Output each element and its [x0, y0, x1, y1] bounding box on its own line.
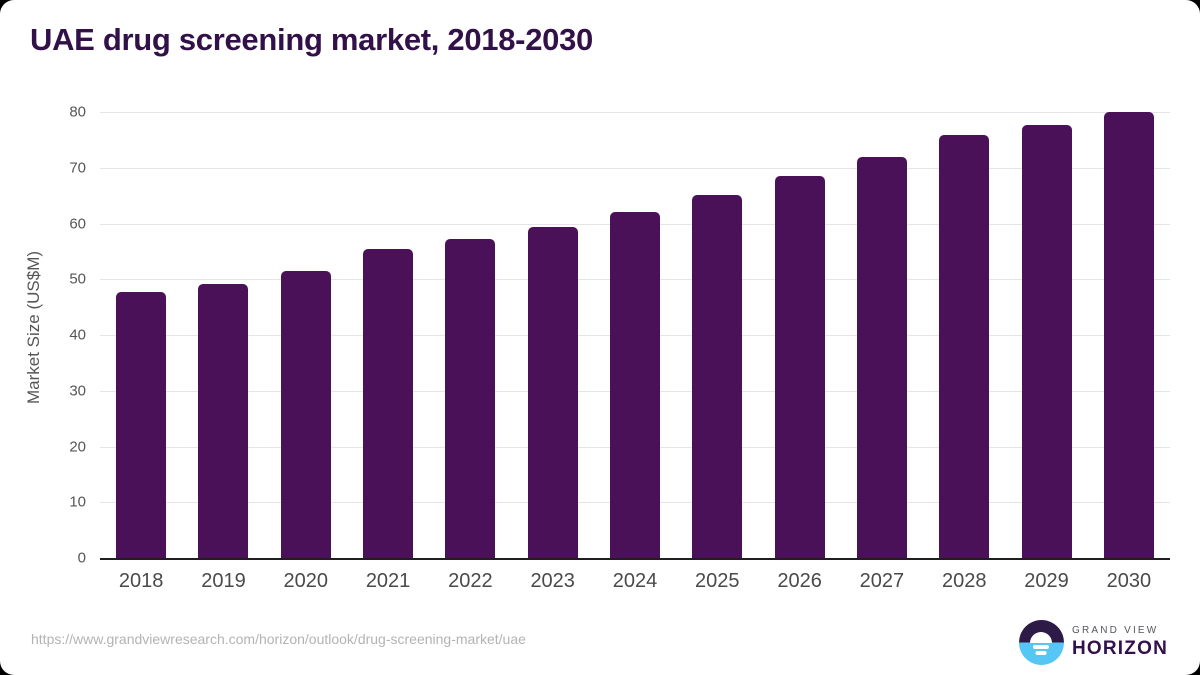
x-tick-label-2028: 2028 — [941, 570, 987, 592]
x-tick-label-2026: 2026 — [777, 570, 822, 592]
chart-title: UAE drug screening market, 2018-2030 — [30, 22, 593, 57]
y-tick-label-40: 40 — [69, 326, 86, 344]
brand-logo: GRAND VIEW HORIZON — [1018, 620, 1168, 665]
logo-sun-shape — [1030, 631, 1053, 643]
x-tick-label-2024: 2024 — [612, 570, 658, 592]
bar-2019 — [198, 284, 249, 558]
x-axis-line — [100, 558, 1170, 560]
y-tick-label-60: 60 — [69, 215, 86, 232]
bar-2030 — [1103, 112, 1154, 558]
source-url: https://www.grandviewresearch.com/horizo… — [31, 631, 526, 647]
bar-2023 — [527, 227, 578, 558]
bar-2029 — [1021, 124, 1072, 558]
y-tick-label-20: 20 — [69, 438, 86, 455]
grand-view-horizon-logo-icon — [1018, 620, 1064, 665]
y-tick-label-10: 10 — [69, 493, 86, 511]
x-tick-label-2019: 2019 — [201, 570, 246, 592]
x-tick-label-2021: 2021 — [365, 570, 411, 592]
x-tick-label-2029: 2029 — [1024, 570, 1069, 592]
y-tick-label-70: 70 — [69, 159, 86, 177]
bar-2024 — [610, 211, 660, 558]
y-tick-label-80: 80 — [69, 103, 86, 121]
y-tick-label-0: 0 — [77, 549, 86, 567]
logo-ray-line-1 — [1033, 645, 1050, 649]
gridline-80 — [100, 112, 1170, 113]
y-tick-label-50: 50 — [69, 270, 86, 288]
x-tick-label-2030: 2030 — [1106, 570, 1152, 592]
bar-2022 — [445, 238, 496, 558]
bar-2021 — [363, 249, 414, 558]
y-tick-label-30: 30 — [69, 382, 86, 400]
x-tick-label-2025: 2025 — [695, 570, 740, 592]
plot-area: 0 10 20 30 40 50 60 70 80 2018 2019 2020 2021 2022 202… — [69, 104, 1170, 592]
x-tick-label-2018: 2018 — [118, 570, 164, 592]
logo-ray-line-2 — [1035, 651, 1047, 655]
logo-text-block: GRAND VIEW HORIZON — [1072, 625, 1168, 660]
logo-text-horizon: HORIZON — [1071, 638, 1168, 659]
bar-2020 — [280, 271, 331, 558]
bar-2027 — [856, 157, 907, 558]
bar-2025 — [692, 195, 743, 558]
x-tick-label-2023: 2023 — [530, 570, 575, 592]
bar-2028 — [939, 135, 990, 558]
x-tick-label-2020: 2020 — [283, 570, 329, 592]
x-tick-label-2022: 2022 — [448, 570, 493, 592]
x-tick-label-2027: 2027 — [859, 570, 905, 592]
logo-text-grand-view: GRAND VIEW — [1071, 625, 1159, 636]
gridline-70 — [100, 167, 1170, 169]
bar-2026 — [774, 176, 825, 558]
bar-2018 — [116, 292, 167, 558]
